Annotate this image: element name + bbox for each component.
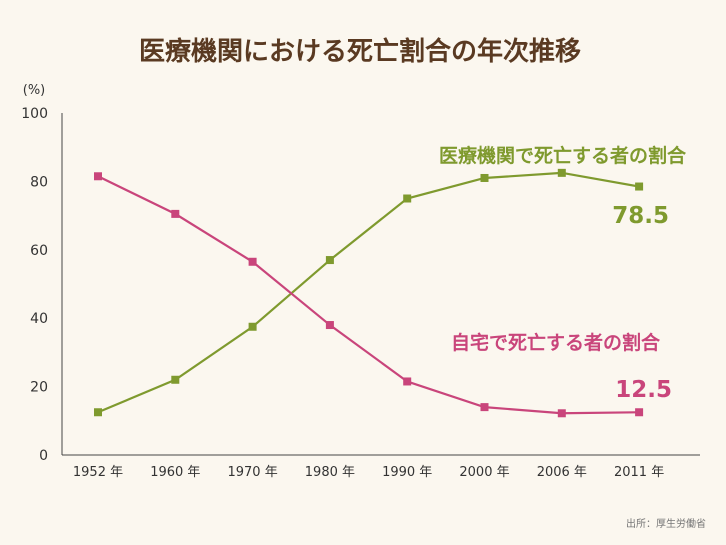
data-point [403, 377, 412, 386]
data-point [171, 375, 180, 384]
data-point [94, 172, 102, 181]
series-line [97, 171, 640, 414]
data-point [403, 194, 412, 203]
data-point [325, 321, 334, 330]
y-tick-labels: 0 20 40 60 80 100 [21, 106, 48, 464]
y-tick-label: 100 [21, 106, 48, 122]
data-point [94, 408, 102, 417]
data-point [557, 168, 566, 177]
series-label-home: 自宅で死亡する者の割合 [451, 331, 661, 354]
series-line [97, 175, 640, 415]
y-tick-label: 60 [30, 243, 48, 259]
chart-axes [61, 113, 700, 456]
x-tick-label: 1970 年 [227, 465, 277, 480]
data-point [325, 256, 334, 265]
series-end-value-home: 12.5 [615, 377, 672, 403]
data-point [248, 257, 257, 266]
data-point [635, 408, 644, 417]
y-tick-label: 80 [30, 174, 48, 190]
series-layer [94, 168, 644, 418]
data-point [248, 322, 257, 331]
data-point [557, 409, 566, 418]
y-tick-label: 0 [39, 448, 48, 464]
y-tick-label: 40 [30, 311, 48, 327]
data-point [480, 403, 489, 412]
y-axis-unit-label: (%) [23, 83, 46, 98]
x-tick-label: 1952 年 [73, 465, 123, 480]
series-label-medical: 医療機関で死亡する者の割合 [439, 144, 687, 167]
series-0 [94, 168, 644, 417]
series-end-value-medical: 78.5 [612, 203, 669, 229]
x-tick-label: 2006 年 [537, 465, 587, 480]
y-tick-label: 20 [30, 380, 48, 396]
x-tick-labels: 1952 年 1960 年 1970 年 1980 年 1990 年 2000 年 2006… [73, 465, 664, 480]
x-tick-label: 1960 年 [150, 465, 200, 480]
x-tick-label: 1990 年 [382, 465, 432, 480]
source-note: 出所：厚生労働省 [626, 517, 706, 530]
x-tick-label: 1980 年 [305, 465, 355, 480]
chart-title: 医療機関における死亡割合の年次推移 [139, 36, 581, 67]
x-tick-label: 2000 年 [459, 465, 509, 480]
data-point [480, 173, 489, 182]
data-point [635, 182, 644, 191]
data-point [171, 209, 180, 218]
series-1 [94, 172, 644, 418]
x-tick-label: 2011 年 [614, 465, 664, 480]
